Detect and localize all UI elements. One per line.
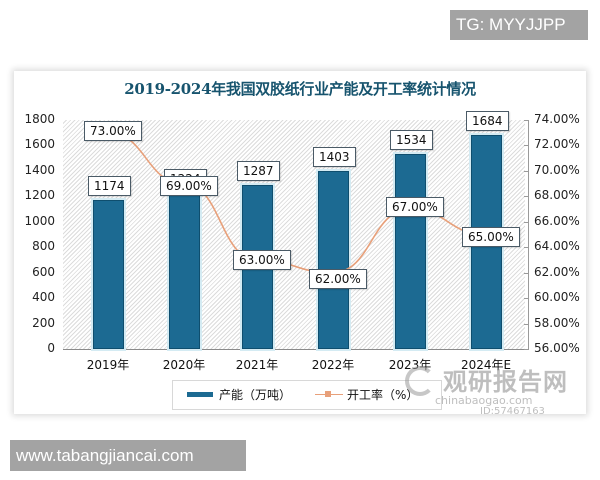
left-y-tick: 400	[32, 290, 55, 305]
watermark-domain: chinabaogao.com	[435, 394, 533, 407]
right-tick-mark	[524, 272, 529, 274]
bar-2022年	[318, 170, 349, 349]
line-value-label: 65.00%	[462, 226, 520, 247]
x-axis-label: 2020年	[162, 358, 206, 372]
left-y-tick: 1200	[24, 188, 55, 203]
left-y-tick: 600	[32, 264, 55, 279]
right-tick-mark	[524, 145, 529, 147]
line-value-label: 62.00%	[309, 268, 367, 289]
right-y-tick: 66.00%	[534, 213, 580, 228]
plot-area	[63, 120, 525, 349]
right-y-tick: 70.00%	[534, 162, 580, 177]
left-y-tick: 800	[32, 239, 55, 254]
line-value-label: 63.00%	[233, 249, 291, 270]
line-value-label: 67.00%	[386, 197, 444, 218]
left-y-tick: 1400	[24, 162, 55, 177]
bar-2019年	[93, 199, 124, 349]
bar-value-label: 1403	[313, 146, 356, 167]
left-y-tick: 1600	[24, 137, 55, 152]
right-y-tick: 60.00%	[534, 290, 580, 305]
x-axis-label: 2019年	[86, 358, 130, 372]
right-tick-mark	[524, 247, 529, 249]
legend-marker-icon	[325, 391, 331, 397]
watermark-id: ID:57467163	[480, 406, 545, 417]
tg-watermark-badge: TG: MYYJJPP	[450, 10, 588, 40]
bar-value-label: 1287	[237, 161, 280, 182]
right-tick-mark	[524, 298, 529, 300]
right-y-tick: 68.00%	[534, 188, 580, 203]
legend-bar-swatch-icon	[187, 392, 213, 397]
bar-2023年	[395, 153, 426, 349]
bar-value-label: 1174	[88, 175, 131, 196]
chart-legend: 产能（万吨） 开工率（%）	[172, 380, 442, 410]
x-axis-label: 2024年E	[460, 358, 512, 372]
watermark-logo-icon	[405, 366, 435, 396]
line-value-label: 69.00%	[160, 175, 218, 196]
x-axis-line	[63, 349, 525, 350]
chart-title: 2019-2024年我国双胶纸行业产能及开工率统计情况	[124, 80, 476, 98]
right-tick-mark	[524, 170, 529, 172]
right-tick-mark	[524, 323, 529, 325]
bar-2020年	[169, 193, 200, 349]
bar-value-label: 1534	[390, 129, 433, 150]
line-value-label: 73.00%	[84, 120, 142, 141]
left-y-tick: 0	[47, 341, 55, 355]
right-y-tick: 72.00%	[534, 137, 580, 152]
right-y-tick: 64.00%	[534, 239, 580, 254]
left-y-tick: 1000	[24, 213, 55, 228]
right-y-tick: 58.00%	[534, 315, 580, 330]
site-watermark-badge: www.tabangjiancai.com	[10, 440, 246, 471]
legend-label-capacity: 产能（万吨）	[219, 388, 292, 402]
right-y-tick: 56.00%	[534, 341, 580, 355]
legend-label-operating-rate: 开工率（%）	[347, 388, 419, 402]
right-y-tick: 74.00%	[534, 112, 580, 126]
left-y-tick: 1800	[24, 112, 55, 126]
left-y-tick: 200	[32, 315, 55, 330]
x-axis-label: 2022年	[311, 358, 355, 372]
right-y-axis-line	[528, 120, 529, 349]
right-tick-mark	[524, 349, 529, 350]
watermark: 观研报告网 chinabaogao.com ID:57467163	[405, 362, 595, 417]
bar-value-label: 1684	[466, 110, 509, 131]
x-axis-label: 2021年	[235, 358, 279, 372]
right-y-tick: 62.00%	[534, 264, 580, 279]
right-tick-mark	[524, 221, 529, 223]
right-tick-mark	[524, 120, 529, 121]
right-tick-mark	[524, 196, 529, 198]
watermark-brand: 观研报告网	[443, 368, 568, 396]
